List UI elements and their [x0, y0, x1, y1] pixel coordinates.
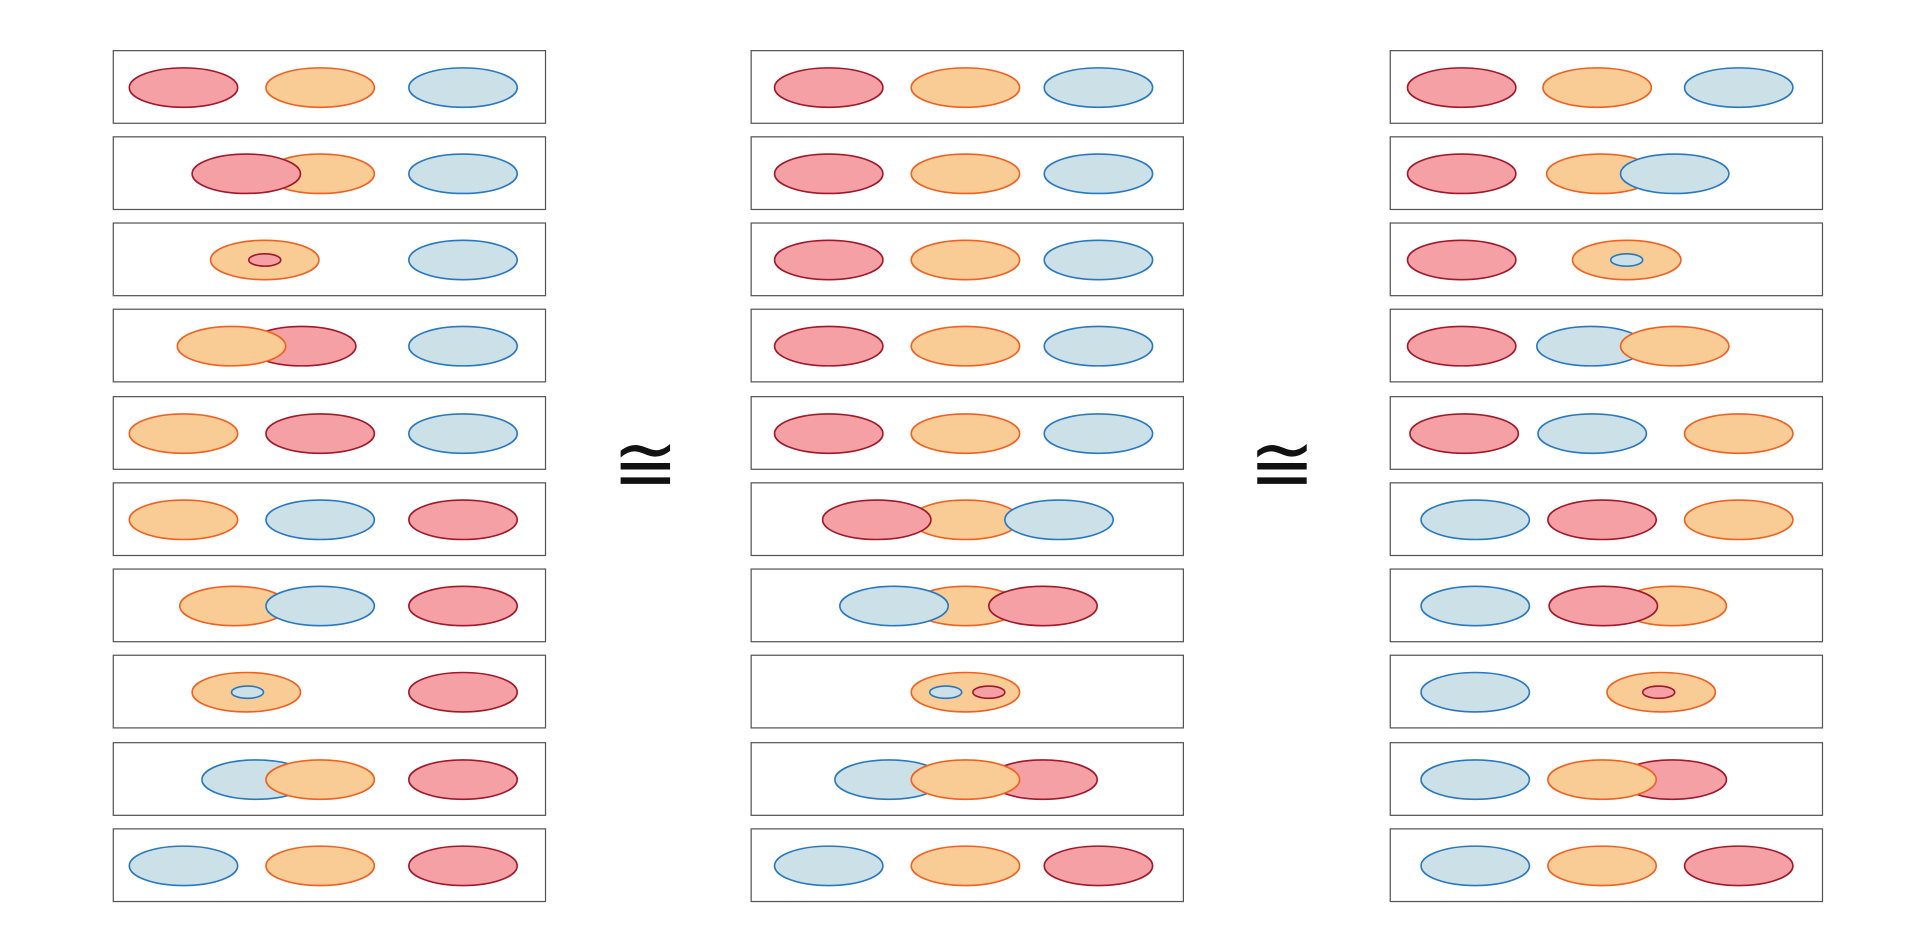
ellipse — [1619, 325, 1730, 367]
ellipse — [176, 325, 287, 367]
ellipse — [128, 499, 239, 541]
ellipse — [408, 325, 518, 367]
ellipse — [408, 239, 518, 281]
ellipse — [839, 585, 949, 627]
ellipse — [1406, 67, 1517, 109]
ellipse — [408, 845, 518, 887]
ellipse — [408, 499, 518, 541]
ellipse — [230, 685, 265, 700]
ellipse — [1609, 253, 1644, 267]
ellipse — [910, 413, 1021, 455]
ellipse — [910, 153, 1021, 195]
ellipse — [1420, 499, 1531, 541]
ellipse — [1420, 585, 1531, 627]
ellipse — [1542, 67, 1653, 109]
ellipse — [265, 499, 376, 541]
ellipse — [1420, 759, 1531, 801]
ellipse — [1683, 499, 1794, 541]
ellipse — [1004, 499, 1114, 541]
ellipse — [1043, 325, 1154, 367]
ellipse — [265, 845, 376, 887]
ellipse — [773, 153, 884, 195]
ellipse — [408, 671, 518, 713]
ellipse — [1683, 845, 1794, 887]
ellipse — [928, 685, 963, 700]
ellipse — [1683, 67, 1794, 109]
ellipse — [773, 239, 884, 281]
ellipse — [128, 67, 239, 109]
ellipse — [910, 67, 1021, 109]
ellipse — [1619, 153, 1730, 195]
ellipse — [191, 153, 302, 195]
relation-symbol: ≅ — [612, 418, 678, 510]
ellipse — [408, 67, 518, 109]
ellipse — [773, 325, 884, 367]
ellipse — [988, 585, 1098, 627]
ellipse — [773, 67, 884, 109]
ellipse — [247, 253, 282, 267]
ellipse — [1420, 845, 1531, 887]
ellipse — [128, 845, 239, 887]
ellipse — [1043, 153, 1154, 195]
ellipse — [1547, 845, 1658, 887]
ellipse — [1641, 685, 1676, 700]
ellipse — [265, 67, 376, 109]
ellipse — [1043, 239, 1154, 281]
ellipse — [972, 685, 1006, 700]
ellipse — [1420, 671, 1531, 713]
ellipse — [910, 239, 1021, 281]
ellipse — [1547, 499, 1658, 541]
ellipse — [1043, 845, 1154, 887]
ellipse — [265, 585, 376, 627]
ellipse — [1537, 413, 1648, 455]
ellipse — [1406, 239, 1517, 281]
relation-symbol: ≅ — [1249, 418, 1315, 510]
ellipse — [910, 671, 1021, 713]
ellipse — [265, 413, 376, 455]
ellipse — [1406, 153, 1517, 195]
ellipse — [128, 413, 239, 455]
ellipse — [773, 413, 884, 455]
ellipse — [408, 153, 518, 195]
ellipse — [773, 845, 884, 887]
ellipse — [1683, 413, 1794, 455]
ellipse — [408, 759, 518, 801]
ellipse — [1547, 759, 1658, 801]
ellipse — [1043, 413, 1154, 455]
state-panels — [112, 50, 1824, 903]
ellipse — [910, 325, 1021, 367]
ellipse — [910, 759, 1021, 801]
ellipse — [265, 759, 376, 801]
ellipse — [1043, 67, 1154, 109]
ellipse — [910, 845, 1021, 887]
ellipse — [408, 585, 518, 627]
ellipse — [1406, 325, 1517, 367]
ellipse — [821, 499, 932, 541]
ellipse — [1409, 413, 1520, 455]
ellipse — [408, 413, 518, 455]
ellipse — [1548, 585, 1659, 627]
